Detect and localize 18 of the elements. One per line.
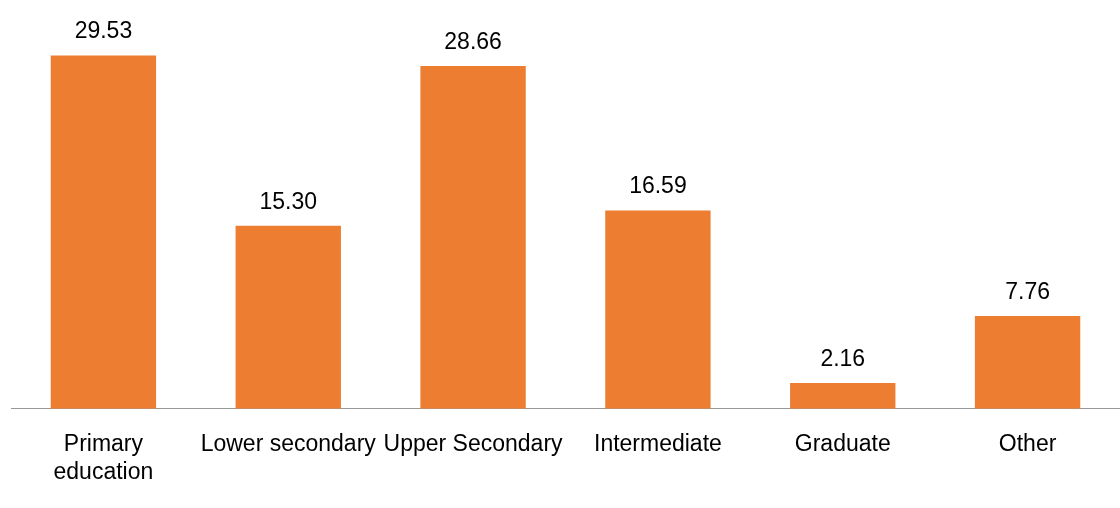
x-tick-label: Intermediate — [593, 429, 722, 456]
x-tick-label: Other — [998, 429, 1057, 456]
bar — [50, 55, 157, 409]
data-label: 7.76 — [1005, 277, 1050, 304]
bar — [235, 225, 341, 409]
data-label: 15.30 — [259, 187, 318, 214]
data-label: 2.16 — [820, 344, 866, 371]
x-tick-label: Primary education — [53, 429, 154, 484]
bar — [605, 210, 711, 409]
bar — [974, 315, 1081, 409]
bar — [790, 382, 896, 409]
data-label: 29.53 — [74, 17, 133, 44]
data-label: 16.59 — [629, 172, 687, 199]
data-label: 28.66 — [444, 27, 502, 54]
x-tick-label: Upper Secondary — [383, 429, 564, 456]
bar — [420, 66, 526, 409]
x-tick-label: Lower secondary — [200, 429, 377, 456]
x-tick-label: Graduate — [794, 429, 891, 456]
